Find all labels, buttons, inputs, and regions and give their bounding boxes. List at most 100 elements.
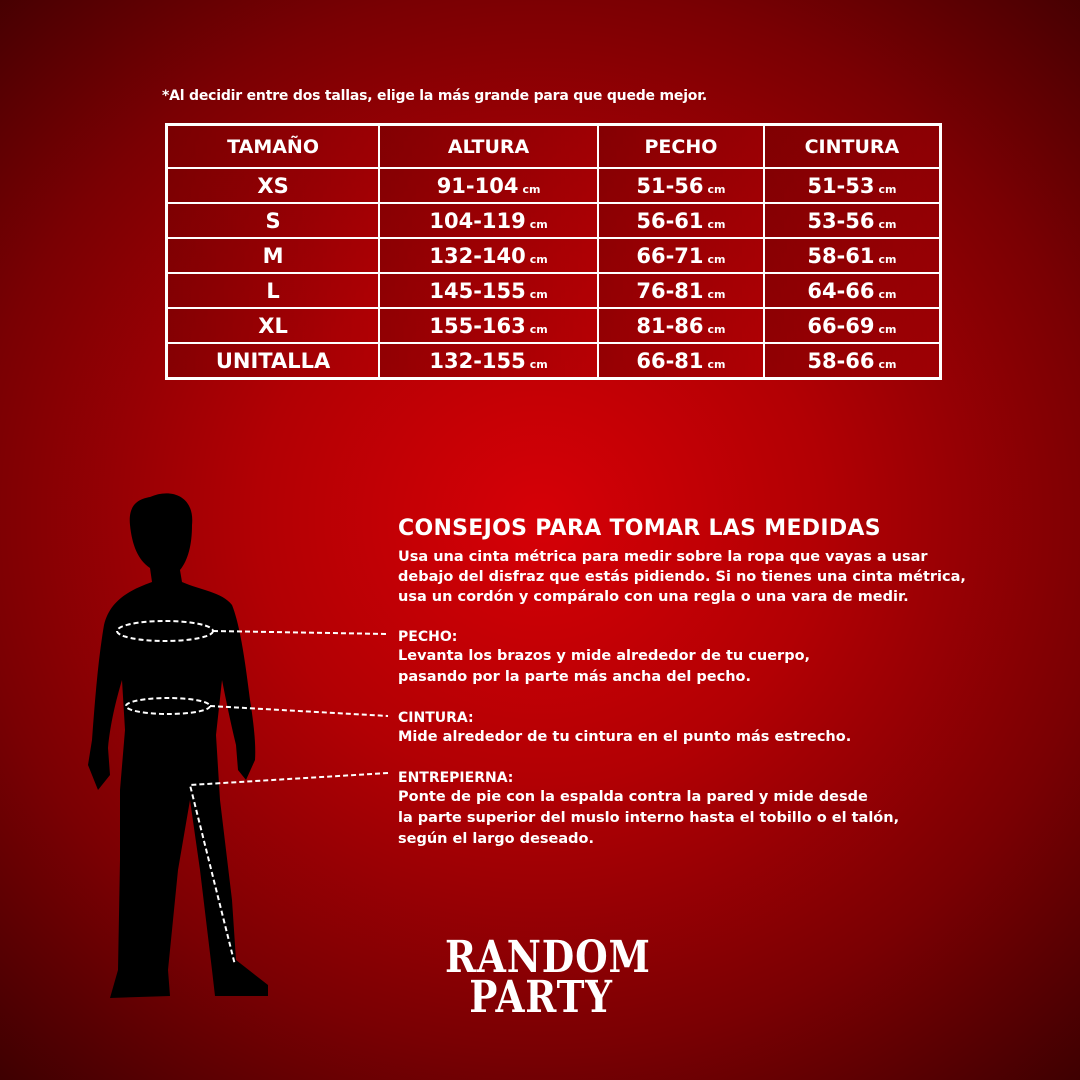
inseam-measure-line <box>188 772 389 966</box>
tips-title: CONSEJOS PARA TOMAR LAS MEDIDAS <box>398 516 881 541</box>
table-row: XL 155-163 cm 81-86 cm 66-69 cm <box>165 307 942 344</box>
tip-inseam-text: la parte superior del muslo interno hast… <box>398 810 900 826</box>
waist-cell-value: 51-53 <box>807 173 875 198</box>
tip-chest: PECHO: Levanta los brazos y mide alreded… <box>398 628 1018 688</box>
tip-inseam-label: ENTREPIERNA: <box>398 770 514 786</box>
tip-inseam: ENTREPIERNA: Ponte de pie con la espalda… <box>398 769 1018 850</box>
table-row: UNITALLA 132-155 cm 66-81 cm 58-66 cm <box>165 342 942 380</box>
waist-cell-value: 64-66 <box>807 278 875 303</box>
waist-cell: 64-66 cm <box>762 272 942 309</box>
height-cell: 155-163 cm <box>378 307 600 344</box>
unit-label: cm <box>707 252 726 266</box>
tip-chest-text: pasando por la parte más ancha del pecho… <box>398 669 752 685</box>
size-chart-table: TAMAÑO ALTURA PECHO CINTURA XS 91-104 cm 51… <box>165 123 942 380</box>
chest-cell: 66-81 cm <box>597 342 765 380</box>
unit-label: cm <box>878 182 897 196</box>
size-cell: L <box>165 272 381 309</box>
size-cell: XL <box>165 307 381 344</box>
size-cell-value: S <box>265 208 281 233</box>
size-cell: UNITALLA <box>165 342 381 380</box>
unit-label: cm <box>878 252 897 266</box>
tip-waist-text: Mide alrededor de tu cintura en el punto… <box>398 729 852 745</box>
logo-line-1: RANDOM <box>444 932 651 983</box>
unit-label: cm <box>878 357 897 371</box>
unit-label: cm <box>529 322 548 336</box>
height-cell: 145-155 cm <box>378 272 600 309</box>
size-cell: M <box>165 237 381 274</box>
chest-cell: 56-61 cm <box>597 202 765 239</box>
chest-cell-value: 81-86 <box>636 313 704 338</box>
tips-intro-2: debajo del disfraz que estás pidiendo. S… <box>398 569 966 585</box>
height-cell-value: 155-163 <box>429 313 526 338</box>
unit-label: cm <box>529 287 548 301</box>
header-height: ALTURA <box>378 123 600 169</box>
waist-cell: 58-66 cm <box>762 342 942 380</box>
height-cell: 132-155 cm <box>378 342 600 380</box>
tip-chest-text: Levanta los brazos y mide alrededor de t… <box>398 648 811 664</box>
silhouette-body <box>88 493 268 998</box>
height-cell-value: 104-119 <box>429 208 526 233</box>
table-row: S 104-119 cm 56-61 cm 53-56 cm <box>165 202 942 239</box>
waist-cell: 66-69 cm <box>762 307 942 344</box>
chest-cell: 76-81 cm <box>597 272 765 309</box>
waist-cell: 53-56 cm <box>762 202 942 239</box>
child-silhouette <box>88 493 389 998</box>
unit-label: cm <box>707 322 726 336</box>
chest-cell-value: 66-71 <box>636 243 704 268</box>
size-cell: S <box>165 202 381 239</box>
tips-section: CONSEJOS PARA TOMAR LAS MEDIDAS Usa una … <box>398 516 998 607</box>
tip-inseam-text: Ponte de pie con la espalda contra la pa… <box>398 789 868 805</box>
unit-label: cm <box>707 182 726 196</box>
unit-label: cm <box>878 217 897 231</box>
tip-waist: CINTURA: Mide alrededor de tu cintura en… <box>398 709 1018 748</box>
waist-cell-value: 66-69 <box>807 313 875 338</box>
table-row: XS 91-104 cm 51-56 cm 51-53 cm <box>165 167 942 204</box>
size-cell-value: XL <box>258 313 288 338</box>
waist-cell: 51-53 cm <box>762 167 942 204</box>
waist-cell-value: 53-56 <box>807 208 875 233</box>
tips-intro-3: usa un cordón y compáralo con una regla … <box>398 589 909 605</box>
chest-cell-value: 51-56 <box>636 173 704 198</box>
chest-cell-value: 56-61 <box>636 208 704 233</box>
height-cell: 104-119 cm <box>378 202 600 239</box>
unit-label: cm <box>707 287 726 301</box>
tip-inseam-text: según el largo deseado. <box>398 831 594 847</box>
unit-label: cm <box>529 252 548 266</box>
random-party-logo: RANDOM PARTY <box>428 932 654 1023</box>
tip-waist-label: CINTURA: <box>398 710 474 726</box>
tips-intro-1: Usa una cinta métrica para medir sobre l… <box>398 549 928 565</box>
table-row: M 132-140 cm 66-71 cm 58-61 cm <box>165 237 942 274</box>
chest-cell-value: 66-81 <box>636 348 704 373</box>
size-cell-value: XS <box>257 173 289 198</box>
chest-cell: 51-56 cm <box>597 167 765 204</box>
height-cell-value: 132-155 <box>429 348 526 373</box>
size-cell-value: UNITALLA <box>215 348 331 373</box>
unit-label: cm <box>707 357 726 371</box>
unit-label: cm <box>529 357 548 371</box>
chest-cell-value: 76-81 <box>636 278 704 303</box>
unit-label: cm <box>878 287 897 301</box>
height-cell: 91-104 cm <box>378 167 600 204</box>
waist-cell-value: 58-61 <box>807 243 875 268</box>
tip-chest-label: PECHO: <box>398 629 458 645</box>
waist-cell-value: 58-66 <box>807 348 875 373</box>
chest-cell: 81-86 cm <box>597 307 765 344</box>
height-cell-value: 145-155 <box>429 278 526 303</box>
table-row: L 145-155 cm 76-81 cm 64-66 cm <box>165 272 942 309</box>
size-note: *Al decidir entre dos tallas, elige la m… <box>162 88 708 104</box>
header-size: TAMAÑO <box>165 123 381 169</box>
height-cell-value: 91-104 <box>436 173 519 198</box>
header-chest: PECHO <box>597 123 765 169</box>
table-header-row: TAMAÑO ALTURA PECHO CINTURA <box>165 123 942 169</box>
logo-line-2: PARTY <box>469 972 613 1023</box>
unit-label: cm <box>707 217 726 231</box>
unit-label: cm <box>529 217 548 231</box>
unit-label: cm <box>522 182 541 196</box>
waist-cell: 58-61 cm <box>762 237 942 274</box>
size-cell: XS <box>165 167 381 204</box>
size-cell-value: M <box>262 243 284 268</box>
height-cell-value: 132-140 <box>429 243 526 268</box>
unit-label: cm <box>878 322 897 336</box>
size-cell-value: L <box>266 278 280 303</box>
chest-cell: 66-71 cm <box>597 237 765 274</box>
